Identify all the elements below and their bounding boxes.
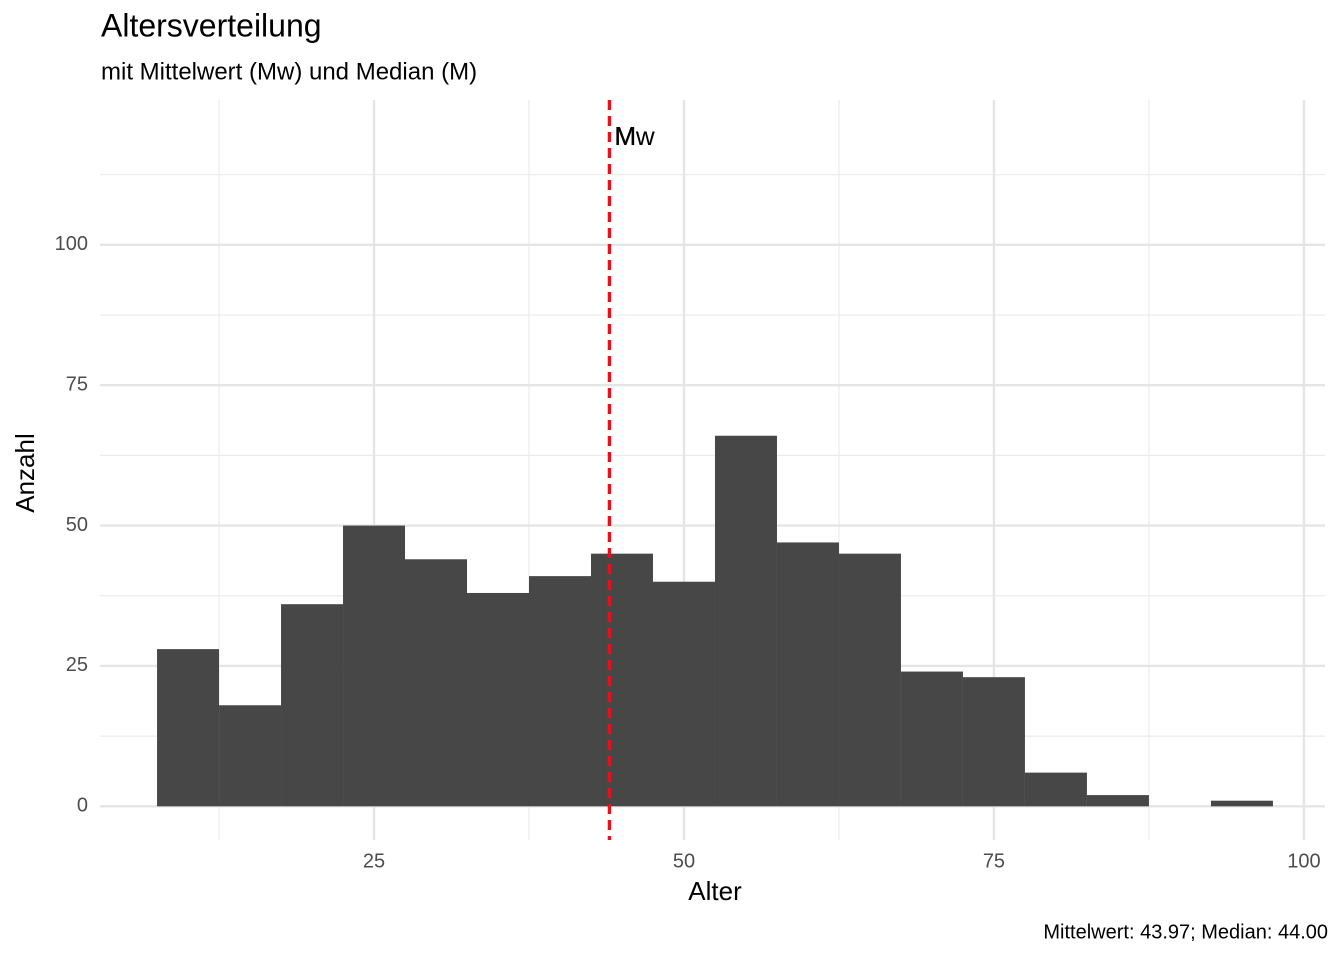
bar — [219, 705, 282, 807]
y-tick-label: 25 — [66, 654, 88, 676]
x-tick-label: 25 — [363, 850, 385, 872]
bar — [467, 592, 529, 807]
x-tick-label: 100 — [1287, 850, 1320, 872]
bar — [343, 525, 406, 807]
bar — [528, 576, 591, 807]
reference-label: Mw — [614, 121, 655, 151]
bar — [281, 604, 344, 807]
y-tick-label: 75 — [66, 374, 88, 396]
caption: Mittelwert: 43.97; Median: 44.00 — [1043, 921, 1328, 943]
reference-label: M — [615, 121, 637, 151]
bar — [838, 553, 901, 807]
bar — [590, 553, 653, 807]
chart-subtitle: mit Mittelwert (Mw) und Median (M) — [101, 58, 477, 85]
bar — [900, 671, 963, 807]
x-axis-label: Alter — [688, 876, 742, 906]
x-tick-label: 50 — [673, 850, 695, 872]
bar — [714, 435, 777, 807]
bar — [405, 559, 468, 807]
bar — [1024, 772, 1087, 807]
bar — [652, 581, 715, 807]
bar — [776, 542, 839, 807]
y-tick-label: 50 — [66, 514, 88, 536]
bar — [962, 677, 1025, 807]
y-tick-label: 100 — [55, 233, 88, 255]
bar — [1210, 800, 1273, 807]
x-tick-label: 75 — [983, 850, 1005, 872]
y-tick-label: 0 — [77, 795, 88, 817]
y-axis-label: Anzahl — [10, 433, 40, 513]
bar — [1086, 795, 1149, 807]
bar — [157, 649, 220, 807]
chart-title: Altersverteilung — [101, 7, 322, 43]
